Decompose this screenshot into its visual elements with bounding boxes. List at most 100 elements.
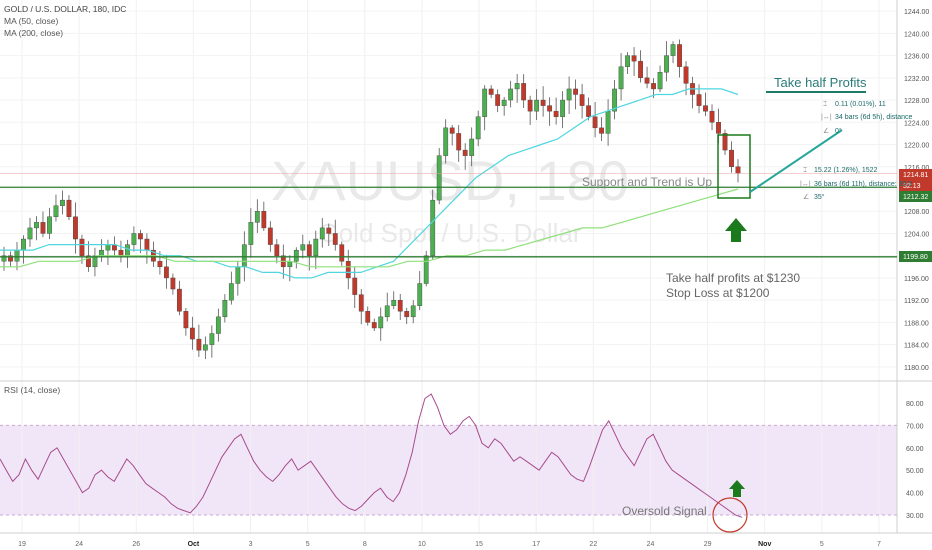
candle-body xyxy=(631,55,637,62)
time-tick-label: 24 xyxy=(75,541,83,548)
candle-body xyxy=(677,44,682,67)
watermark-symbol: XAUUSD, 180 xyxy=(271,149,629,212)
candle-body xyxy=(618,66,624,90)
candle-body xyxy=(14,249,20,262)
candle-body xyxy=(469,138,475,156)
indicator-ma50[interactable]: MA (50, close) xyxy=(4,16,58,26)
price-tick-label: 1228.00 xyxy=(904,98,929,105)
candle-body xyxy=(560,99,566,117)
candle-body xyxy=(430,199,436,256)
candle-body xyxy=(196,338,202,351)
candle-body xyxy=(261,211,267,229)
candle-body xyxy=(189,327,195,340)
candle-body xyxy=(475,116,481,140)
candle-body xyxy=(625,55,630,67)
candle-body xyxy=(404,311,410,318)
price-tick-label: 1244.00 xyxy=(904,9,929,16)
candle-body xyxy=(235,266,241,284)
candle-body xyxy=(144,238,150,251)
candle-body xyxy=(138,233,143,240)
oversold-signal-label: Oversold Signal xyxy=(622,504,707,518)
candle-body xyxy=(670,44,676,56)
candle-body xyxy=(40,222,46,234)
candle-body xyxy=(378,316,384,329)
candle-body xyxy=(709,110,715,123)
candle-body xyxy=(267,227,273,245)
candle-body xyxy=(34,222,39,229)
time-tick-label: 19 xyxy=(18,541,26,548)
candle-body xyxy=(66,199,72,217)
chart-title: GOLD / U.S. DOLLAR, 180, IDC xyxy=(4,4,126,14)
price-tick-label: 1224.00 xyxy=(904,120,929,127)
price-tick-label: 1208.00 xyxy=(904,209,929,216)
support-trend-label: Support and Trend is Up xyxy=(582,175,712,189)
measure1-icon: ⌶ xyxy=(823,101,827,108)
price-tag-label: 1214.81 xyxy=(903,172,928,179)
candle-body xyxy=(735,166,741,174)
price-tag-label: 1212.32 xyxy=(903,194,928,201)
candle-body xyxy=(683,66,689,84)
candle-body xyxy=(287,261,293,268)
time-tick-label: 26 xyxy=(132,541,140,548)
rsi-line xyxy=(0,393,743,518)
rsi-panel xyxy=(0,393,743,518)
candle-body xyxy=(553,110,559,117)
price-tag xyxy=(899,251,932,262)
candle-body xyxy=(352,277,358,295)
rsi-tick-label: 50.00 xyxy=(906,468,924,475)
candle-body xyxy=(417,283,423,306)
candle-body xyxy=(488,88,494,95)
candle-body xyxy=(345,261,351,279)
candle-body xyxy=(423,255,429,284)
candle-body xyxy=(60,199,65,206)
time-tick-label: 8 xyxy=(363,541,367,548)
rsi-tick-label: 40.00 xyxy=(906,491,924,498)
candle-body xyxy=(21,238,26,251)
plan-line-1: Take half profits at $1230 xyxy=(666,271,800,285)
candle-body xyxy=(73,216,78,240)
candle-body xyxy=(248,222,254,245)
measure1-angle: 0° xyxy=(835,127,842,135)
candle-body xyxy=(391,299,397,306)
price-tick-label: 1236.00 xyxy=(904,54,929,61)
candle-body xyxy=(79,238,85,256)
candle-body xyxy=(27,227,33,240)
candle-body xyxy=(306,244,312,256)
candle-body xyxy=(410,305,416,318)
candle-body xyxy=(326,227,332,234)
watermark-name: Gold Spot / U.S. Dollar xyxy=(319,218,582,248)
candle-body xyxy=(86,255,91,268)
candle-body xyxy=(599,127,604,134)
candle-body xyxy=(508,88,514,101)
candle-body xyxy=(163,266,169,279)
price-tick-label: 1220.00 xyxy=(904,143,929,150)
candle-body xyxy=(449,127,455,134)
candles xyxy=(1,39,741,360)
rsi-tick-label: 70.00 xyxy=(906,423,924,430)
candle-body xyxy=(365,311,371,323)
candle-body xyxy=(202,344,208,351)
indicator-ma200[interactable]: MA (200, close) xyxy=(4,28,63,38)
measure1-bars-icon: |↔| xyxy=(821,114,832,121)
candle-body xyxy=(157,261,163,268)
candle-body xyxy=(358,294,364,312)
candle-body xyxy=(495,94,501,106)
candle-body xyxy=(696,94,702,106)
time-tick-label: 24 xyxy=(647,541,655,548)
candle-body xyxy=(657,72,663,90)
candle-body xyxy=(573,88,579,95)
candle-body xyxy=(586,105,592,117)
rsi-tick-label: 30.00 xyxy=(906,513,924,520)
candle-body xyxy=(527,99,533,112)
candle-body xyxy=(384,305,390,318)
time-tick-label: 10 xyxy=(418,541,426,548)
candle-body xyxy=(547,105,553,112)
rsi-label[interactable]: RSI (14, close) xyxy=(4,385,60,395)
price-tag-label: 32:13 xyxy=(903,183,921,190)
time-tick-label: 7 xyxy=(877,541,881,548)
measure2-bars-icon: |↔| xyxy=(800,181,811,188)
candle-body xyxy=(332,233,338,245)
candle-body xyxy=(514,83,520,90)
candle-body xyxy=(729,149,734,167)
price-tick-label: 1192.00 xyxy=(904,298,929,305)
